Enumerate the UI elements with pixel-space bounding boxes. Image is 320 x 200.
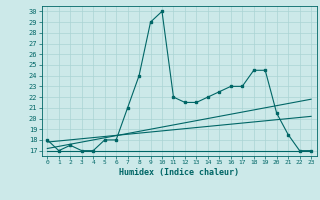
X-axis label: Humidex (Indice chaleur): Humidex (Indice chaleur): [119, 168, 239, 177]
